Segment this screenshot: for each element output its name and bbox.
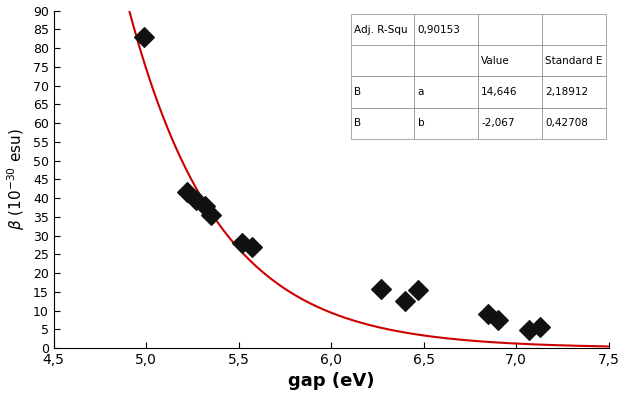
X-axis label: gap (eV): gap (eV) [288,373,374,390]
Point [191,197,201,203]
Point [535,324,545,331]
Point [524,327,534,333]
Point [182,189,192,196]
Point [238,240,248,246]
Point [206,212,216,218]
Point [483,311,493,318]
Point [247,244,257,250]
Point [201,202,211,209]
Y-axis label: $\beta\ (10^{-30}\ \mathrm{esu})$: $\beta\ (10^{-30}\ \mathrm{esu})$ [6,128,27,230]
Point [376,286,386,292]
Point [492,317,502,323]
Point [413,287,423,293]
Point [400,298,410,304]
Point [139,34,149,40]
